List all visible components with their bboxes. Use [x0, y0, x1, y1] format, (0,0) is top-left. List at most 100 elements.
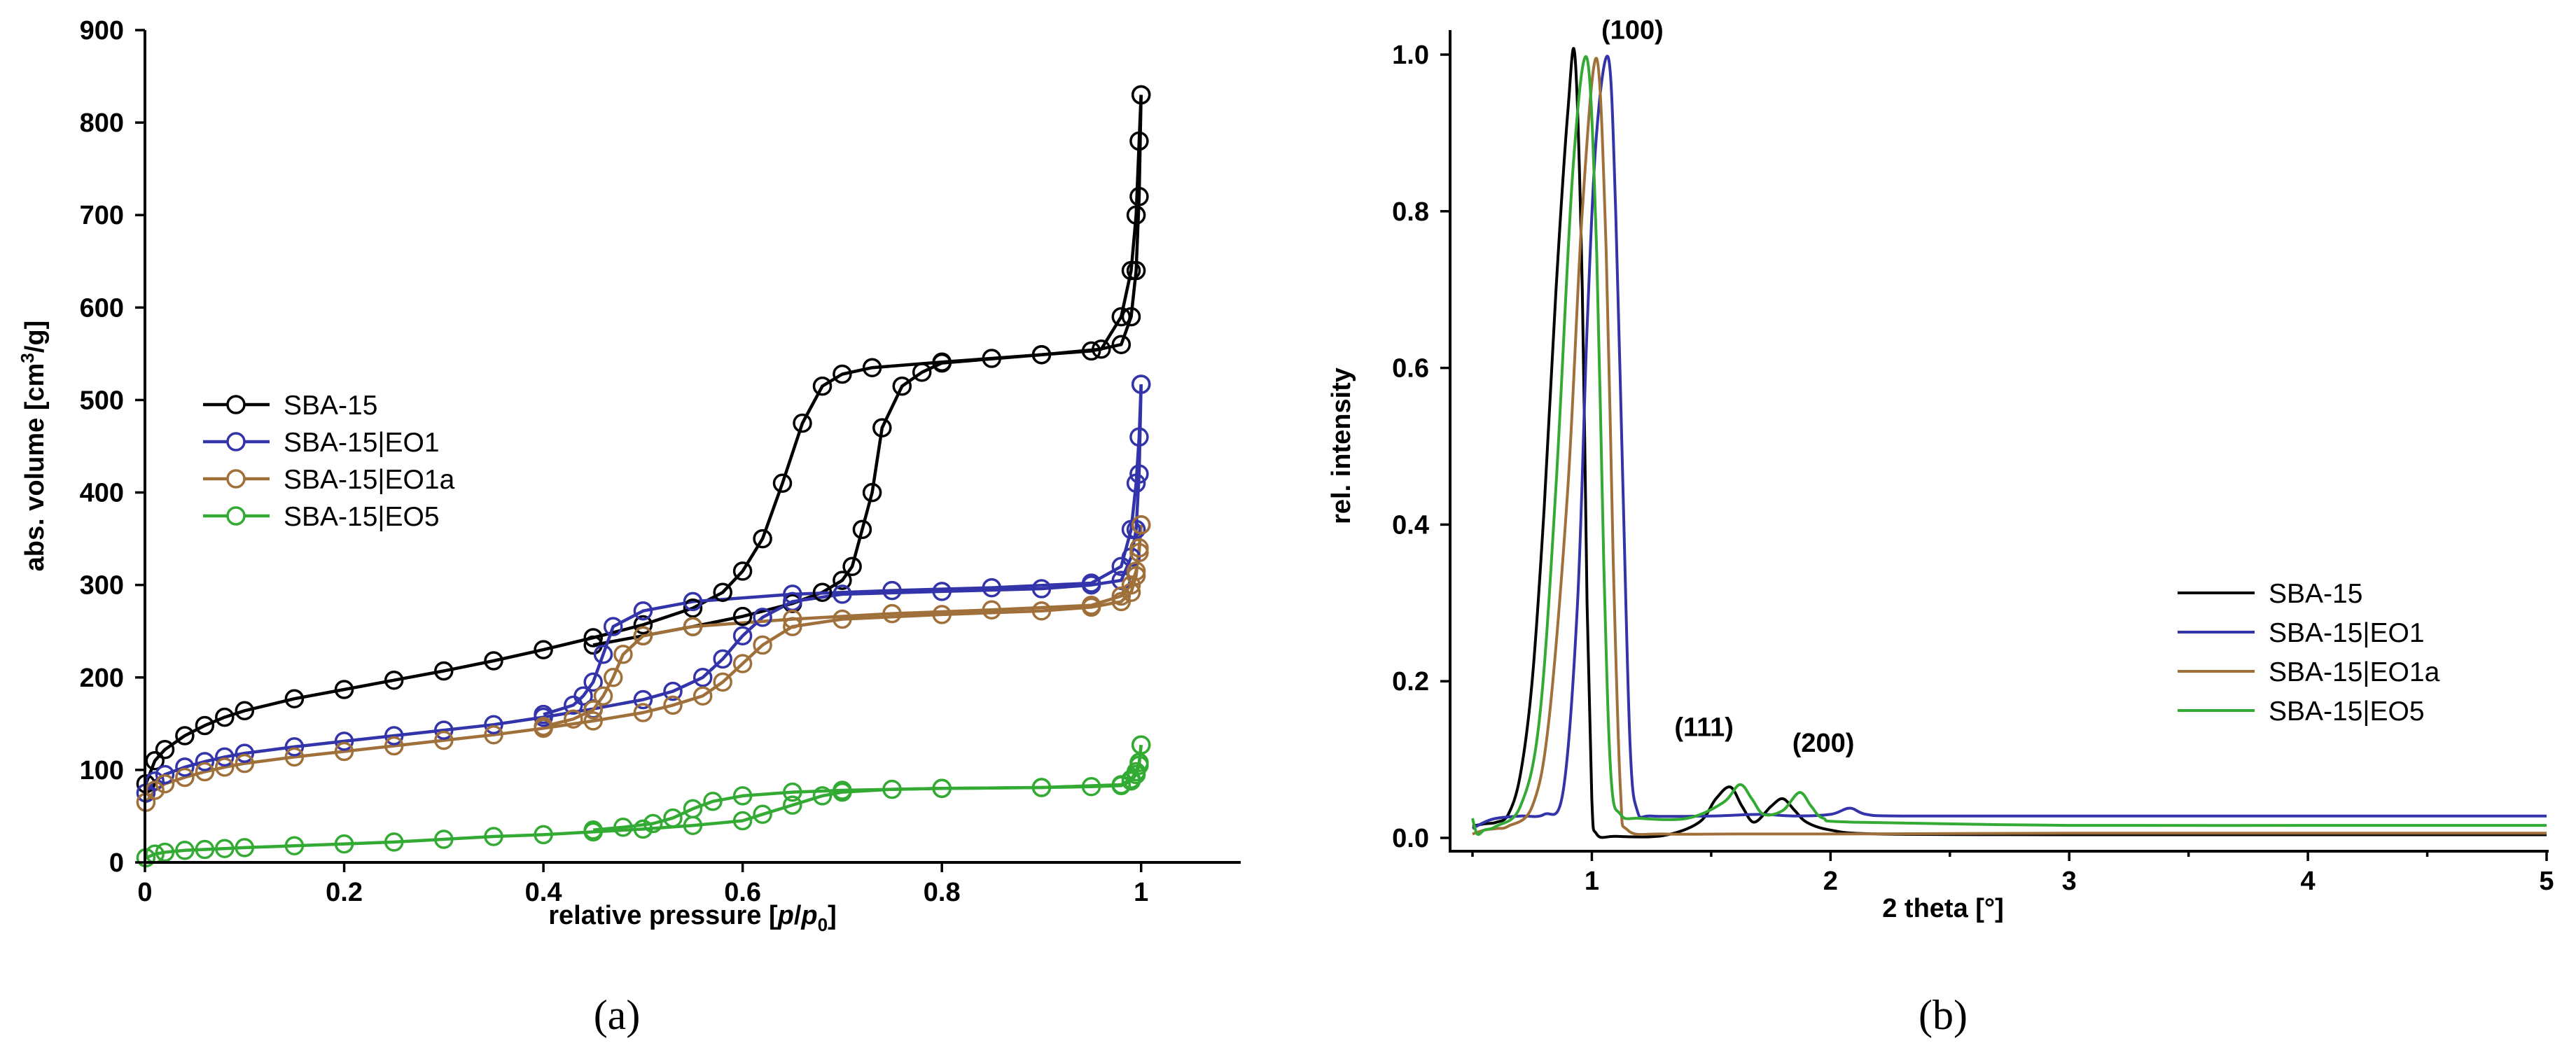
- data-point: [593, 686, 613, 706]
- legend-label: SBA-15|EO1a: [2269, 657, 2440, 687]
- data-point: [1031, 601, 1052, 621]
- data-point: [713, 582, 732, 602]
- data-point: [982, 600, 1002, 620]
- data-point: [1121, 307, 1141, 327]
- data-point: [155, 764, 175, 785]
- data-point: [1129, 131, 1149, 151]
- legend-label: SBA-15|EO1a: [284, 465, 455, 495]
- y-tick-label: 0.0: [1392, 824, 1429, 853]
- data-point: [753, 804, 772, 825]
- data-point: [1081, 595, 1101, 615]
- data-point: [284, 747, 305, 767]
- legend-label: SBA-15|EO1: [2269, 618, 2425, 648]
- data-point: [713, 649, 732, 669]
- data-point: [872, 418, 892, 438]
- y-tick-label: 500: [80, 386, 124, 415]
- data-point: [1129, 542, 1149, 563]
- data-point: [633, 615, 653, 635]
- isotherm-legend: SBA-15 SBA-15|EO1 SBA-15|EO1a SBA-15|EO5: [203, 391, 455, 532]
- data-point: [235, 838, 255, 858]
- data-point: [1031, 579, 1052, 598]
- data-point: [683, 598, 703, 618]
- data-point: [753, 608, 772, 627]
- data-point: [155, 842, 175, 862]
- data-point: [842, 556, 862, 576]
- series-line-desorption: [543, 524, 1143, 728]
- data-point: [1126, 473, 1146, 493]
- data-point: [833, 780, 852, 800]
- data-point: [613, 818, 633, 837]
- data-point: [1131, 515, 1151, 535]
- data-point: [932, 582, 952, 601]
- data-point: [783, 782, 802, 802]
- y-tick-label: 300: [80, 571, 124, 601]
- data-point: [1081, 573, 1101, 593]
- data-point: [534, 825, 553, 845]
- data-point: [195, 752, 215, 771]
- y-tick-label: 600: [80, 293, 124, 323]
- data-point: [703, 792, 723, 811]
- x-tick-label: 0.8: [924, 878, 961, 907]
- data-point: [833, 609, 852, 629]
- data-point: [833, 584, 852, 604]
- data-point: [434, 830, 454, 849]
- data-point: [862, 358, 882, 377]
- panel-b-label: (b): [1919, 992, 1968, 1038]
- data-point: [833, 570, 852, 590]
- data-point: [534, 704, 553, 724]
- y-tick-label: 0.6: [1392, 354, 1429, 384]
- legend-label: SBA-15: [284, 391, 377, 421]
- xrd-legend: SBA-15 SBA-15|EO1 SBA-15|EO1a SBA-15|EO5: [2178, 579, 2440, 727]
- data-point: [175, 841, 195, 860]
- data-point: [663, 695, 683, 715]
- data-point: [713, 672, 732, 692]
- data-point: [783, 795, 802, 815]
- data-point: [812, 582, 833, 602]
- data-point: [732, 561, 753, 581]
- isotherm-series-markers: [136, 85, 1151, 868]
- data-point: [1131, 374, 1151, 394]
- data-point: [284, 689, 305, 708]
- data-point: [862, 482, 882, 503]
- data-point: [175, 726, 195, 746]
- data-point: [583, 700, 603, 720]
- data-point: [1126, 205, 1146, 225]
- data-point: [195, 715, 215, 736]
- xrd-y-axis-label: rel. intensity: [1327, 368, 1356, 524]
- data-point: [812, 376, 833, 396]
- series-line-adsorption: [144, 524, 1143, 804]
- data-point: [235, 753, 255, 774]
- data-point: [284, 737, 305, 757]
- data-point: [892, 376, 912, 396]
- data-point: [484, 827, 503, 846]
- data-point: [852, 519, 872, 540]
- data-point: [683, 592, 703, 612]
- data-point: [982, 349, 1002, 368]
- series-line: [1472, 55, 2547, 830]
- data-point: [833, 364, 852, 384]
- legend-marker: [226, 432, 246, 451]
- data-point: [683, 799, 703, 819]
- data-point: [434, 661, 454, 681]
- x-tick-label: 0.4: [525, 878, 562, 907]
- data-point: [583, 628, 603, 648]
- y-tick-label: 0.4: [1392, 510, 1429, 540]
- data-point: [633, 819, 653, 839]
- data-point: [484, 651, 503, 671]
- x-tick-label: 0.6: [724, 878, 761, 907]
- y-tick-label: 0: [109, 848, 124, 878]
- data-point: [683, 617, 703, 636]
- peak-annotation: (100): [1601, 16, 1664, 46]
- data-point: [593, 645, 613, 664]
- peak-annotation: (111): [1674, 713, 1734, 743]
- x-tick-label: 2: [1823, 867, 1838, 896]
- data-point: [633, 626, 653, 646]
- data-point: [753, 528, 772, 549]
- data-point: [732, 606, 753, 626]
- data-point: [1121, 519, 1141, 540]
- data-point: [603, 617, 623, 636]
- data-point: [583, 711, 603, 731]
- data-point: [1111, 335, 1132, 354]
- data-point: [583, 820, 603, 840]
- data-point: [384, 832, 404, 852]
